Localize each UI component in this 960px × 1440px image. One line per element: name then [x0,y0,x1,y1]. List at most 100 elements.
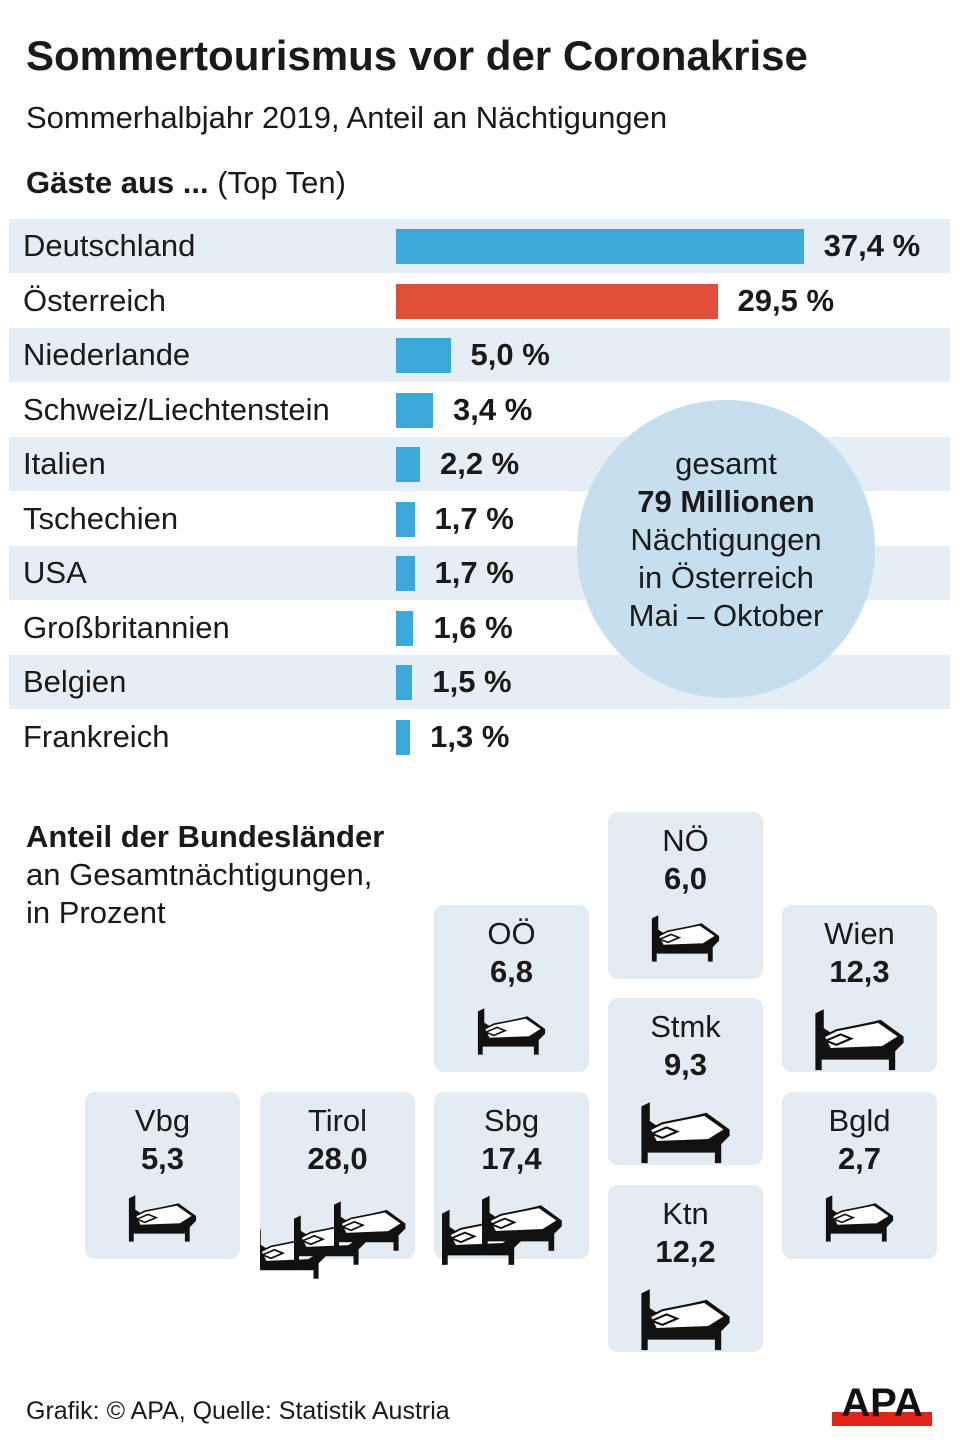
value-label: 3,4 % [453,391,533,427]
state-value: 28,0 [307,1141,368,1176]
value-label: 1,7 % [434,500,514,536]
bed-shape [128,1195,197,1242]
bed-icon [641,1289,730,1351]
value-label: 1,6 % [433,609,513,645]
state-name: Stmk [650,1009,721,1044]
bed-icon [651,915,720,962]
bar-row: Deutschland 37,4 % [9,219,950,273]
circle-line: Mai – Oktober [628,598,824,633]
bar [396,338,451,373]
bar-row: Großbritannien 1,6 % [9,601,950,655]
bar [396,283,718,319]
bar-row: Frankreich 1,3 % [9,710,950,764]
bed-icon [815,1009,904,1071]
state-tile: Tirol 28,0 [260,1092,415,1279]
category-label: Schweiz/Liechtenstein [23,391,330,427]
bed-shape [825,1195,894,1242]
state-tile: Bgld 2,7 [782,1092,937,1259]
state-value: 12,2 [655,1234,716,1269]
state-name: Sbg [483,1103,540,1138]
bed-icon [477,1008,546,1055]
section-heading-normal: (Top Ten) [217,165,346,200]
bar [396,665,413,700]
total-circle: gesamt 79 Millionen Nächtigungen in Öste… [577,400,875,698]
category-label: Frankreich [23,718,170,754]
bar [396,556,415,591]
state-tile: OÖ 6,8 [434,905,589,1072]
state-name: Bgld [828,1103,891,1138]
value-label: 37,4 % [823,228,921,263]
section-heading-bold: Gäste aus ... [26,165,209,200]
state-tile: Sbg 17,4 [434,1092,589,1265]
bed-shape [641,1289,730,1351]
bar [396,447,420,482]
svg-text:APA: APA [841,1382,922,1425]
chart-subtitle: Sommerhalbjahr 2019, Anteil an Nächtigun… [26,100,668,135]
bed-icon [128,1195,197,1242]
category-label: Niederlande [23,337,191,372]
state-tile: NÖ 6,0 [608,812,763,979]
state-tile: Wien 12,3 [782,905,937,1072]
category-label: Österreich [23,282,166,318]
category-label: Deutschland [23,228,196,263]
states-subtitle: an Gesamtnächtigungen, [26,857,373,892]
state-name: Wien [824,916,895,951]
bed-shape [477,1008,546,1055]
bar [396,610,414,646]
state-value: 12,3 [829,954,890,989]
state-value: 6,0 [663,861,708,896]
value-label: 1,7 % [434,555,514,590]
bar-row: Niederlande 5,0 % [9,328,950,382]
apa-logo: APA [832,1382,932,1426]
bed-icon [641,1102,730,1164]
circle-line: Nächtigungen [630,522,822,557]
category-label: USA [23,555,87,590]
state-value: 17,4 [481,1141,542,1176]
state-tile: Vbg 5,3 [85,1092,240,1259]
state-name: Tirol [307,1103,368,1138]
state-name: NÖ [662,823,709,858]
states-subtitle: in Prozent [26,895,166,930]
state-value: 6,8 [489,954,534,989]
bed-icon [442,1195,562,1265]
state-value: 2,7 [837,1141,882,1176]
bed-icon [825,1195,894,1242]
category-label: Belgien [23,664,127,699]
state-name: Vbg [134,1103,191,1138]
state-name: OÖ [487,916,536,951]
section-heading-guests: Gäste aus ... (Top Ten) [26,165,346,201]
category-label: Tschechien [23,500,179,536]
state-value: 5,3 [140,1141,185,1176]
bar [396,229,804,264]
value-label: 29,5 % [737,282,835,318]
value-label: 2,2 % [439,446,520,481]
value-label: 5,0 % [470,337,550,372]
circle-line: gesamt [675,446,777,481]
bed-shape [651,915,720,962]
category-label: Italien [23,446,106,481]
state-tile: Ktn 12,2 [608,1185,763,1352]
state-tile: Stmk 9,3 [608,998,763,1165]
value-label: 1,3 % [430,718,510,754]
category-label: Großbritannien [23,609,230,645]
bar-row: Schweiz/Liechtenstein 3,4 % [9,383,950,437]
bar-row: Tschechien 1,7 % [9,492,950,546]
state-value: 9,3 [663,1047,708,1082]
bed-shape [482,1195,562,1251]
bar [396,719,411,755]
bed-icon [260,1201,406,1279]
bed-shape [641,1102,730,1164]
bar [396,501,415,537]
bar [396,392,434,428]
circle-line: in Österreich [638,560,814,595]
state-name: Ktn [662,1196,709,1231]
circle-total: 79 Millionen [637,484,815,519]
bar-row: Österreich 29,5 % [9,274,950,328]
bed-shape [815,1009,904,1071]
value-label: 1,5 % [432,664,512,699]
states-title: Anteil der Bundesländer [26,819,385,854]
source-footer: Grafik: © APA, Quelle: Statistik Austria [26,1397,450,1425]
section-heading-states: Anteil der Bundesländer an Gesamtnächtig… [26,818,384,932]
bed-shape [334,1201,406,1251]
